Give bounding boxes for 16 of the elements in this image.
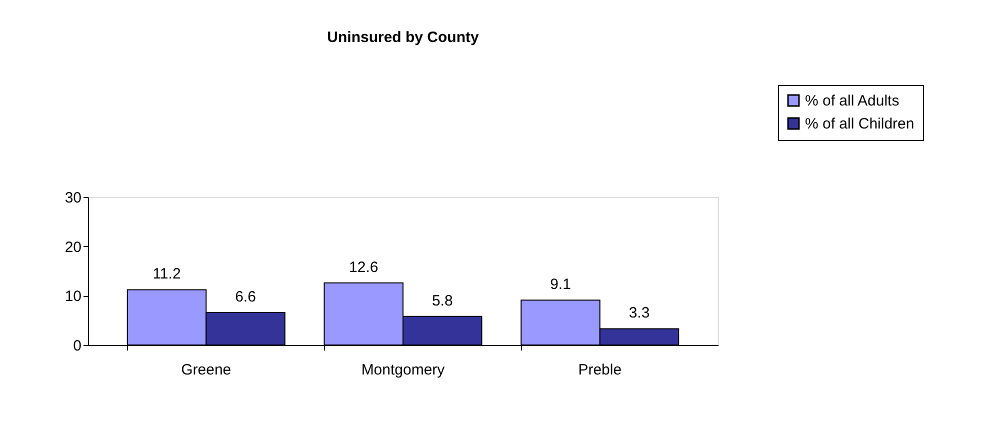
y-tick-label: 0	[73, 338, 82, 354]
y-tick-label: 30	[64, 190, 82, 206]
data-label: 12.6	[349, 258, 378, 276]
data-label: 11.2	[152, 266, 181, 283]
data-label: 9.1	[550, 276, 571, 294]
data-label: 3.3	[628, 304, 650, 322]
x-tick-label: Greene	[181, 362, 232, 378]
legend-label: % of all Children	[805, 116, 914, 132]
data-label: 5.8	[432, 292, 453, 310]
y-tick-label: 10	[64, 288, 82, 306]
chart-title: Uninsured by County	[327, 29, 480, 46]
legend-label: % of all Adults	[805, 92, 900, 110]
x-tick-label: Montgomery	[361, 362, 446, 378]
data-label: 6.6	[235, 288, 256, 306]
y-tick-label: 20	[64, 238, 82, 256]
x-tick-label: Preble	[578, 362, 622, 378]
